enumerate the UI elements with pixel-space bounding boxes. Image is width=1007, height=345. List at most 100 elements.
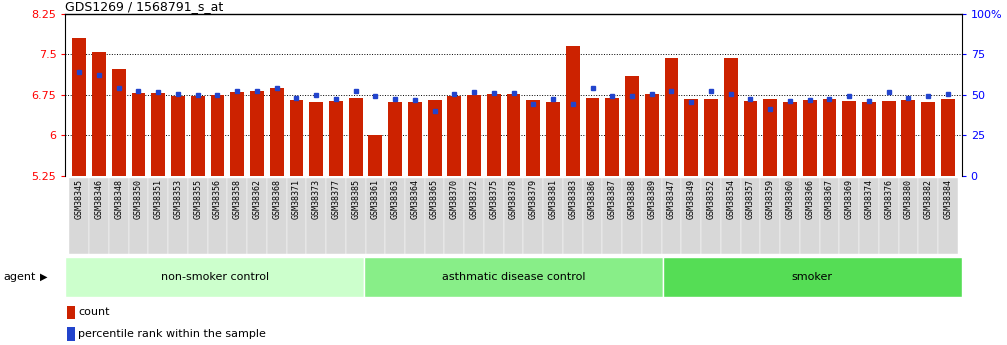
Text: GSM38383: GSM38383	[568, 179, 577, 219]
Text: GSM38364: GSM38364	[411, 179, 419, 219]
Text: GSM38384: GSM38384	[944, 179, 953, 219]
Bar	[210, 95, 225, 176]
Bar	[803, 100, 817, 176]
Text: GSM38389: GSM38389	[648, 179, 657, 219]
Text: GSM38376: GSM38376	[884, 179, 893, 219]
Text: GSM38354: GSM38354	[726, 179, 735, 219]
Bar	[882, 101, 895, 176]
Text: GSM38346: GSM38346	[95, 179, 104, 219]
Text: GSM38385: GSM38385	[351, 179, 361, 219]
Bar	[228, 178, 247, 254]
Bar	[112, 69, 126, 176]
Text: GSM38353: GSM38353	[173, 179, 182, 219]
Bar	[820, 178, 839, 254]
Bar	[129, 178, 148, 254]
Text: GSM38347: GSM38347	[667, 179, 676, 219]
Bar	[622, 178, 641, 254]
Bar	[464, 178, 484, 254]
Bar	[67, 327, 75, 341]
Bar	[921, 102, 936, 176]
Text: GSM38380: GSM38380	[904, 179, 913, 219]
Bar	[938, 178, 958, 254]
Text: GSM38351: GSM38351	[154, 179, 163, 219]
Bar	[487, 94, 500, 176]
Bar	[467, 95, 481, 176]
Text: GSM38349: GSM38349	[687, 179, 696, 219]
Text: GSM38365: GSM38365	[430, 179, 439, 219]
Bar	[67, 306, 75, 319]
Bar	[188, 178, 207, 254]
Text: GSM38388: GSM38388	[627, 179, 636, 219]
Bar	[800, 178, 820, 254]
Bar	[780, 178, 800, 254]
Text: GSM38379: GSM38379	[529, 179, 538, 219]
Bar	[329, 101, 342, 176]
Text: percentile rank within the sample: percentile rank within the sample	[79, 329, 266, 339]
Bar	[644, 94, 659, 176]
Bar	[546, 102, 560, 176]
Bar	[918, 178, 938, 254]
Text: GSM38369: GSM38369	[845, 179, 854, 219]
Bar	[783, 102, 797, 176]
Bar	[389, 102, 402, 176]
Bar	[405, 178, 425, 254]
Bar	[190, 97, 204, 176]
Bar	[586, 98, 599, 176]
Bar	[73, 38, 87, 176]
Text: GSM38356: GSM38356	[212, 179, 222, 219]
Bar	[65, 257, 365, 297]
Bar	[444, 178, 464, 254]
Bar	[447, 97, 461, 176]
Text: GSM38348: GSM38348	[114, 179, 123, 219]
Text: non-smoker control: non-smoker control	[161, 272, 269, 282]
Bar	[524, 178, 543, 254]
Bar	[90, 178, 109, 254]
Bar	[428, 100, 441, 176]
Bar	[69, 178, 90, 254]
Text: GSM38352: GSM38352	[707, 179, 716, 219]
Bar	[605, 98, 619, 176]
Bar	[109, 178, 129, 254]
Text: GSM38370: GSM38370	[450, 179, 459, 219]
Bar	[267, 178, 287, 254]
Bar	[662, 178, 682, 254]
Text: GSM38372: GSM38372	[469, 179, 478, 219]
Text: GSM38357: GSM38357	[746, 179, 755, 219]
Bar	[663, 257, 962, 297]
Bar	[743, 101, 757, 176]
Bar	[566, 46, 580, 176]
Bar	[148, 178, 168, 254]
Bar	[425, 178, 444, 254]
Bar	[682, 178, 701, 254]
Bar	[290, 100, 303, 176]
Bar	[507, 94, 521, 176]
Bar	[721, 178, 740, 254]
Text: GSM38387: GSM38387	[608, 179, 616, 219]
Text: GSM38381: GSM38381	[549, 179, 558, 219]
Bar	[859, 178, 879, 254]
Bar	[92, 52, 106, 176]
Text: GSM38358: GSM38358	[233, 179, 242, 219]
Bar	[602, 178, 622, 254]
Text: GSM38362: GSM38362	[253, 179, 262, 219]
Bar	[369, 136, 383, 176]
Bar	[250, 90, 264, 176]
Text: GSM38350: GSM38350	[134, 179, 143, 219]
Text: GSM38361: GSM38361	[371, 179, 380, 219]
Bar	[862, 102, 876, 176]
Bar	[151, 93, 165, 176]
Bar	[898, 178, 918, 254]
Bar	[247, 178, 267, 254]
Bar	[345, 178, 366, 254]
Bar	[583, 178, 602, 254]
Bar	[326, 178, 345, 254]
Text: GSM38368: GSM38368	[272, 179, 281, 219]
Bar	[504, 178, 524, 254]
Text: GSM38359: GSM38359	[765, 179, 774, 219]
Bar	[760, 178, 780, 254]
Bar	[740, 178, 760, 254]
Bar	[701, 178, 721, 254]
Text: GSM38367: GSM38367	[825, 179, 834, 219]
Bar	[839, 178, 859, 254]
Text: GSM38363: GSM38363	[391, 179, 400, 219]
